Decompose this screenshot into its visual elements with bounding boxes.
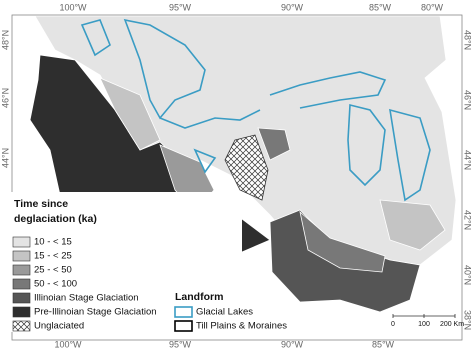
- legend-swatch: [12, 236, 31, 248]
- latitude-label: 46°N: [463, 90, 473, 110]
- legend-label: Till Plains & Moraines: [196, 321, 287, 332]
- legend-swatch: [174, 306, 193, 318]
- legend-label: 15 - < 25: [34, 251, 72, 262]
- latitude-label: 44°N: [463, 150, 473, 170]
- longitude-label: 85°W: [369, 2, 392, 12]
- latitude-label: 46°N: [0, 88, 10, 108]
- longitude-label: 90°W: [281, 339, 304, 349]
- legend-label: 50 - < 100: [34, 279, 77, 290]
- latitude-label: 40°N: [463, 265, 473, 285]
- latitude-label: 38°N: [463, 310, 473, 330]
- latitude-label: 48°N: [463, 30, 473, 50]
- legend-age: 10 - < 15 15 - < 25 25 - < 50 50 - < 100 Ill…: [12, 236, 157, 332]
- latitude-label: 48°N: [0, 30, 10, 50]
- scale-label: 100: [418, 321, 430, 328]
- scale-label: 200 Km: [440, 321, 464, 328]
- legend-title: deglaciation (ka): [14, 213, 97, 225]
- legend-label: Illinoian Stage Glaciation: [34, 293, 139, 304]
- longitude-label: 95°W: [169, 339, 192, 349]
- longitude-label: 100°W: [54, 339, 82, 349]
- legend-landform: Glacial Lakes Till Plains & Moraines: [174, 306, 287, 332]
- legend-label: Glacial Lakes: [196, 307, 253, 318]
- scale-label: 0: [391, 321, 395, 328]
- legend-label: Unglaciated: [34, 321, 84, 332]
- legend-label: 25 - < 50: [34, 265, 72, 276]
- latitude-label: 42°N: [463, 210, 473, 230]
- legend-title: Time since: [14, 198, 68, 210]
- longitude-label: 95°W: [169, 2, 192, 12]
- longitude-label: 85°W: [372, 339, 395, 349]
- latitude-label: 44°N: [0, 148, 10, 168]
- legend-background: [4, 192, 242, 332]
- longitude-label: 100°W: [59, 2, 87, 12]
- legend-swatch: [12, 292, 31, 304]
- glacial-lakes: [80, 18, 431, 202]
- legend-swatch: [12, 320, 31, 332]
- legend-swatch: [174, 320, 193, 332]
- legend-swatch: [12, 306, 31, 318]
- legend-swatch: [12, 264, 31, 276]
- scale-bar: 0 100 200 Km: [391, 314, 464, 328]
- longitude-label: 90°W: [281, 2, 304, 12]
- longitude-label: 80°W: [421, 2, 444, 12]
- legend-title: Landform: [175, 291, 223, 303]
- legend-swatch: [12, 278, 31, 290]
- legend-label: Pre-Illinoian Stage Glaciation: [34, 307, 157, 318]
- legend-label: 10 - < 15: [34, 237, 72, 248]
- legend-swatch: [12, 250, 31, 262]
